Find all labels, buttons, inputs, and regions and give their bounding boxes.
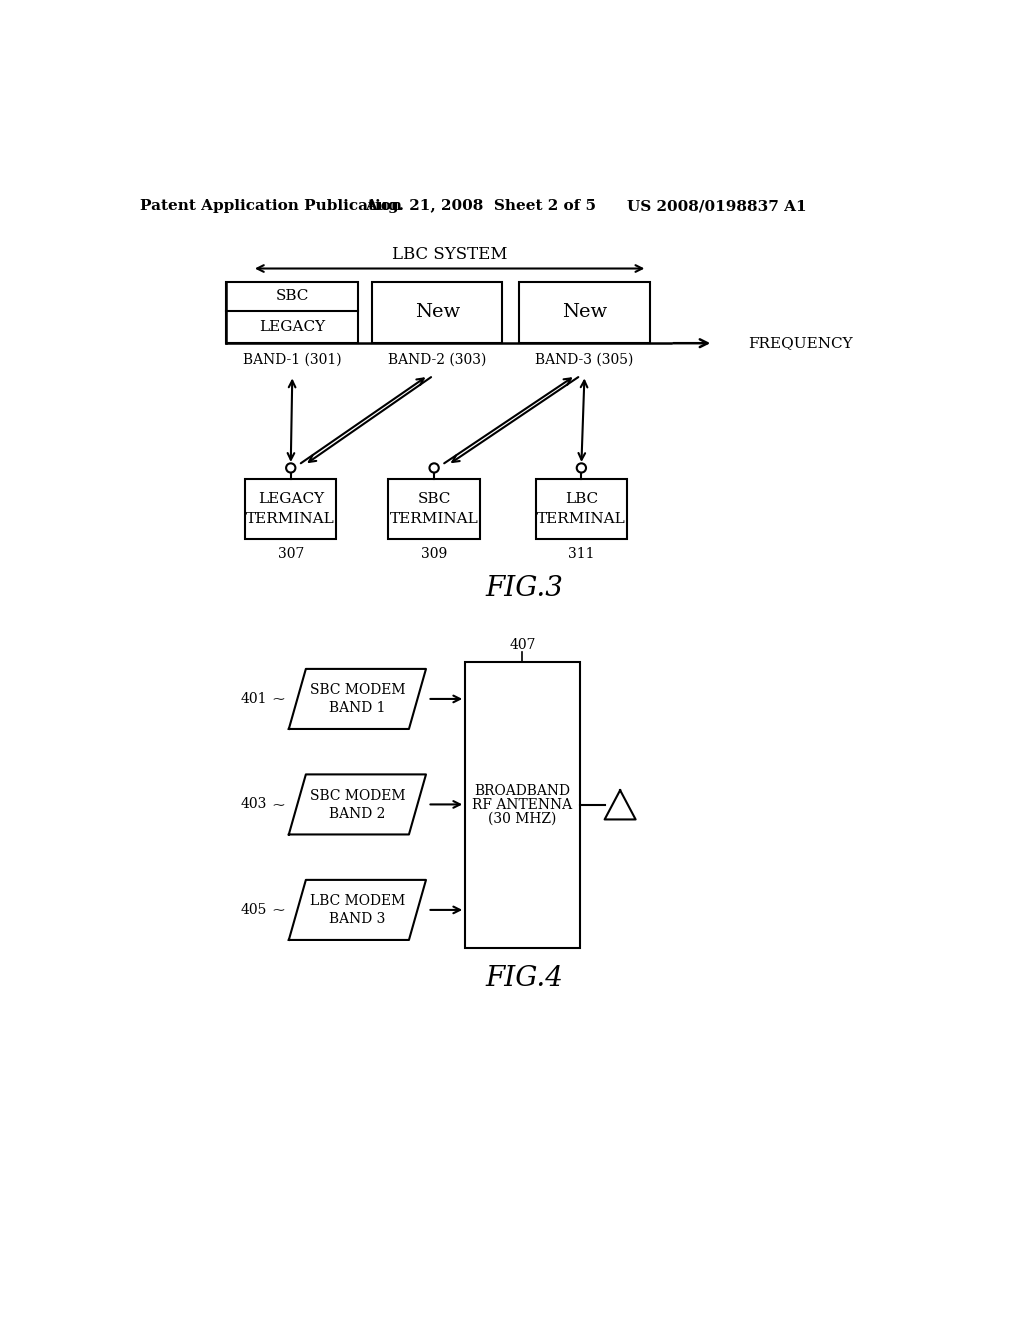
Text: BAND 1: BAND 1 xyxy=(329,701,386,715)
Bar xyxy=(465,663,580,948)
Text: TERMINAL: TERMINAL xyxy=(390,512,478,525)
Text: Aug. 21, 2008  Sheet 2 of 5: Aug. 21, 2008 Sheet 2 of 5 xyxy=(366,199,596,213)
Text: FIG.4: FIG.4 xyxy=(485,965,564,991)
Text: SBC MODEM: SBC MODEM xyxy=(309,789,406,803)
Text: SBC: SBC xyxy=(418,491,451,506)
Text: New: New xyxy=(562,304,607,321)
Bar xyxy=(388,479,480,539)
Text: LBC MODEM: LBC MODEM xyxy=(310,895,406,908)
Text: 311: 311 xyxy=(568,548,595,561)
Text: RF ANTENNA: RF ANTENNA xyxy=(472,797,572,812)
Text: TERMINAL: TERMINAL xyxy=(537,512,626,525)
Text: 403: 403 xyxy=(241,797,267,812)
Text: BAND-1 (301): BAND-1 (301) xyxy=(243,354,342,367)
Text: US 2008/0198837 A1: US 2008/0198837 A1 xyxy=(627,199,807,213)
Text: Patent Application Publication: Patent Application Publication xyxy=(140,199,402,213)
Text: BAND 3: BAND 3 xyxy=(329,912,386,927)
Text: ~: ~ xyxy=(271,796,285,813)
Text: LEGACY: LEGACY xyxy=(258,491,324,506)
Text: BAND-2 (303): BAND-2 (303) xyxy=(388,354,486,367)
Text: FIG.3: FIG.3 xyxy=(485,576,564,602)
Text: (30 MHZ): (30 MHZ) xyxy=(488,812,557,826)
Bar xyxy=(519,281,649,343)
Bar xyxy=(536,479,627,539)
Text: SBC MODEM: SBC MODEM xyxy=(309,684,406,697)
Text: BROADBAND: BROADBAND xyxy=(474,784,570,799)
Bar xyxy=(245,479,337,539)
Text: SBC: SBC xyxy=(275,289,309,304)
Text: 405: 405 xyxy=(241,903,267,917)
Text: LEGACY: LEGACY xyxy=(259,321,326,334)
Bar xyxy=(226,281,358,343)
Text: TERMINAL: TERMINAL xyxy=(247,512,335,525)
Bar xyxy=(372,281,503,343)
Text: 401: 401 xyxy=(241,692,267,706)
Text: FREQUENCY: FREQUENCY xyxy=(748,337,853,350)
Text: BAND 2: BAND 2 xyxy=(329,807,386,821)
Text: 307: 307 xyxy=(278,548,304,561)
Text: ~: ~ xyxy=(271,902,285,919)
Text: LBC SYSTEM: LBC SYSTEM xyxy=(392,246,507,263)
Text: New: New xyxy=(415,304,460,321)
Text: LBC: LBC xyxy=(565,491,598,506)
Text: 407: 407 xyxy=(509,638,536,652)
Text: BAND-3 (305): BAND-3 (305) xyxy=(536,354,634,367)
Text: 309: 309 xyxy=(421,548,447,561)
Text: ~: ~ xyxy=(271,690,285,708)
